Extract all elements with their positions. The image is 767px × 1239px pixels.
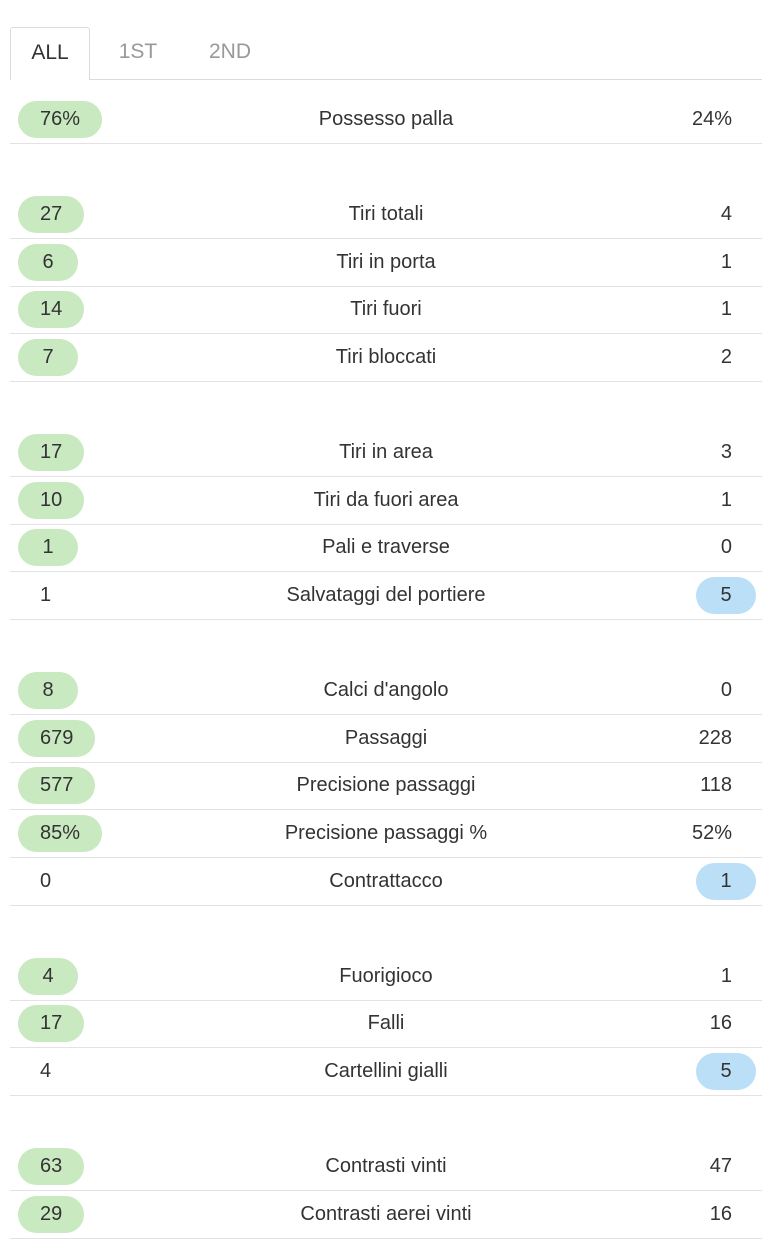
stat-label: Tiri totali bbox=[348, 203, 424, 226]
home-value: 4 bbox=[40, 1060, 52, 1082]
stat-label: Tiri da fuori area bbox=[313, 488, 459, 511]
stat-row: 85% Precisione passaggi % 52% bbox=[10, 810, 762, 858]
stat-label: Calci d'angolo bbox=[323, 679, 449, 702]
home-value: 76% bbox=[18, 101, 103, 138]
stat-row: 29 Contrasti aerei vinti 16 bbox=[10, 1191, 762, 1239]
stat-row: 1 Salvataggi del portiere 5 bbox=[10, 572, 762, 620]
stat-row: 17 Tiri in area 3 bbox=[10, 429, 762, 478]
stat-label: Tiri fuori bbox=[350, 298, 422, 321]
stat-label: Passaggi bbox=[344, 726, 428, 749]
away-value: 3 bbox=[720, 441, 732, 464]
away-value: 1 bbox=[720, 964, 732, 987]
stat-row: 1 Pali e traverse 0 bbox=[10, 524, 762, 573]
stat-label: Tiri in porta bbox=[336, 250, 436, 273]
stat-row: 577 Precisione passaggi 118 bbox=[10, 762, 762, 811]
stat-row: 0 Contrattacco 1 bbox=[10, 858, 762, 906]
stat-row: 14 Tiri fuori 1 bbox=[10, 286, 762, 335]
away-value: 24% bbox=[691, 108, 732, 130]
home-value: 10 bbox=[18, 481, 85, 519]
stat-label: Contrasti vinti bbox=[325, 1155, 447, 1178]
home-value: 8 bbox=[18, 672, 78, 710]
away-value: 228 bbox=[698, 726, 732, 749]
home-value: 679 bbox=[18, 719, 96, 757]
stat-row: 7 Tiri bloccati 2 bbox=[10, 334, 762, 382]
stat-label: Possesso palla bbox=[318, 108, 454, 130]
away-value: 16 bbox=[709, 1012, 732, 1035]
home-value: 17 bbox=[18, 434, 85, 472]
tab-bar: ALL 1ST 2ND bbox=[0, 0, 767, 80]
tab-divider bbox=[90, 79, 762, 80]
stat-row: 6 Tiri in porta 1 bbox=[10, 239, 762, 287]
stat-label: Precisione passaggi % bbox=[284, 822, 488, 844]
stat-row: 63 Contrasti vinti 47 bbox=[10, 1143, 762, 1192]
home-value: 17 bbox=[18, 1005, 85, 1043]
away-value: 0 bbox=[720, 679, 732, 702]
away-value: 5 bbox=[696, 577, 756, 614]
stat-label: Salvataggi del portiere bbox=[286, 584, 486, 606]
away-value: 52% bbox=[691, 822, 732, 844]
stat-label: Pali e traverse bbox=[322, 536, 450, 559]
away-value: 5 bbox=[696, 1053, 756, 1090]
home-value: 7 bbox=[18, 339, 78, 376]
stat-label: Precisione passaggi bbox=[296, 774, 476, 797]
stat-label: Falli bbox=[367, 1012, 405, 1035]
stat-row: 17 Falli 16 bbox=[10, 1000, 762, 1049]
away-value: 1 bbox=[720, 298, 732, 321]
away-value: 47 bbox=[709, 1155, 732, 1178]
away-value: 118 bbox=[700, 774, 732, 797]
stat-row: 8 Calci d'angolo 0 bbox=[10, 667, 762, 716]
home-value: 1 bbox=[40, 584, 52, 606]
home-value: 4 bbox=[18, 957, 78, 995]
tab[interactable]: 1ST bbox=[118, 40, 158, 63]
stat-row: 10 Tiri da fuori area 1 bbox=[10, 477, 762, 525]
stat-row: 76% Possesso palla 24% bbox=[10, 96, 762, 144]
stat-label: Cartellini gialli bbox=[324, 1060, 448, 1082]
stat-row: 4 Cartellini gialli 5 bbox=[10, 1048, 762, 1096]
away-value: 1 bbox=[720, 488, 732, 511]
home-value: 85% bbox=[18, 815, 103, 852]
home-value: 63 bbox=[18, 1148, 85, 1186]
stat-row: 27 Tiri totali 4 bbox=[10, 191, 762, 240]
home-value: 14 bbox=[18, 291, 85, 329]
stat-label: Contrasti aerei vinti bbox=[300, 1202, 472, 1225]
home-value: 0 bbox=[40, 869, 52, 892]
stat-row: 679 Passaggi 228 bbox=[10, 715, 762, 763]
stat-label: Contrattacco bbox=[329, 869, 443, 892]
away-value: 1 bbox=[696, 862, 756, 900]
tab[interactable]: 2ND bbox=[208, 40, 251, 63]
tab[interactable]: ALL bbox=[10, 27, 90, 80]
home-value: 6 bbox=[18, 243, 78, 281]
away-value: 2 bbox=[720, 346, 732, 368]
away-value: 0 bbox=[720, 536, 732, 559]
stat-label: Tiri bloccati bbox=[335, 346, 437, 368]
away-value: 4 bbox=[720, 203, 732, 226]
stat-row: 4 Fuorigioco 1 bbox=[10, 953, 762, 1001]
stat-label: Tiri in area bbox=[339, 441, 433, 464]
away-value: 16 bbox=[709, 1202, 732, 1225]
away-value: 1 bbox=[720, 250, 732, 273]
home-value: 27 bbox=[18, 196, 85, 234]
home-value: 577 bbox=[18, 767, 96, 805]
stat-label: Fuorigioco bbox=[339, 964, 433, 987]
home-value: 1 bbox=[18, 529, 78, 567]
